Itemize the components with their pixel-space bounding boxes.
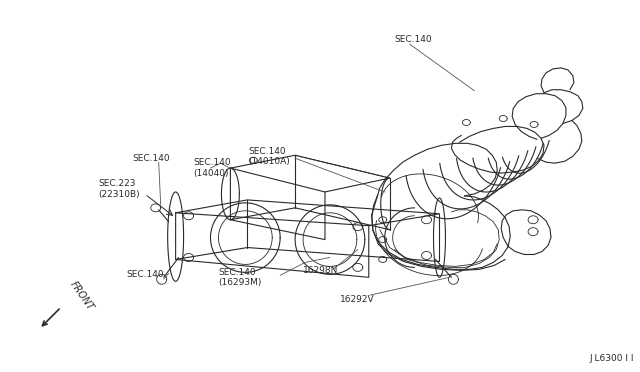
Text: FRONT: FRONT xyxy=(68,279,95,312)
Text: 16292V: 16292V xyxy=(340,295,374,304)
Text: 16298N: 16298N xyxy=(303,266,339,275)
Text: SEC.140: SEC.140 xyxy=(127,270,164,279)
Text: SEC.223
(22310B): SEC.223 (22310B) xyxy=(98,179,140,199)
Text: J L6300 I I: J L6300 I I xyxy=(589,354,634,363)
Text: SEC.140
(16293M): SEC.140 (16293M) xyxy=(218,267,262,287)
Text: SEC.140
(14040): SEC.140 (14040) xyxy=(193,158,231,178)
Text: SEC.140
(14010A): SEC.140 (14010A) xyxy=(248,147,290,166)
Text: SEC.140: SEC.140 xyxy=(133,154,170,163)
Text: SEC.140: SEC.140 xyxy=(395,35,432,44)
